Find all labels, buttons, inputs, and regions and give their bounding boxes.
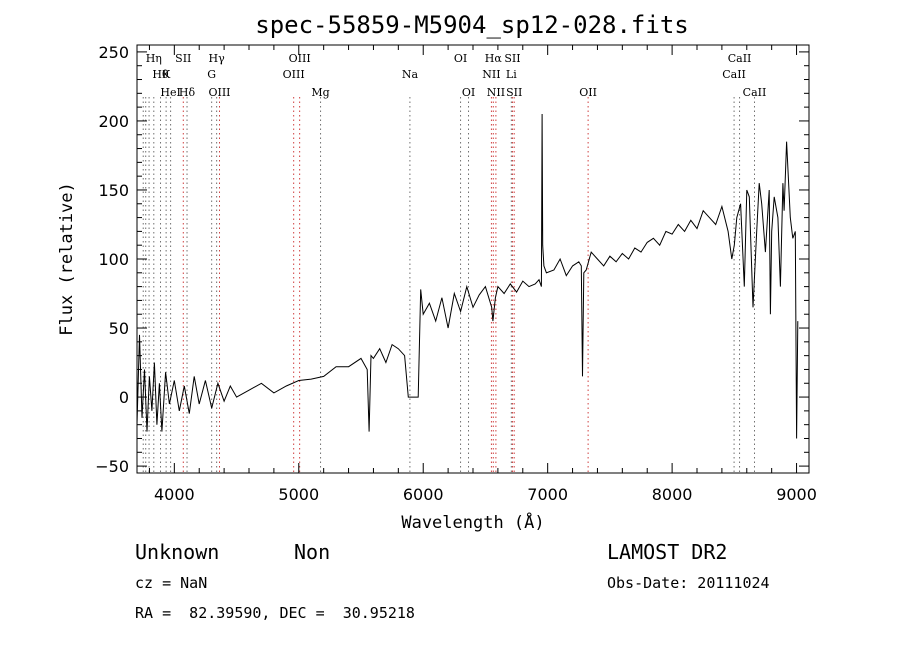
line-marker-label-4: Hθ <box>152 68 169 81</box>
line-marker-label-14: Mg <box>311 86 329 99</box>
classification-label: Unknown <box>135 540 220 564</box>
x-tick-label-0: 4000 <box>154 485 195 504</box>
line-marker-label-19: Hα <box>485 52 503 65</box>
line-marker-label-20: NII <box>487 86 505 99</box>
line-marker-label-3: Hη <box>146 52 162 65</box>
spectrum-trace <box>136 113 799 439</box>
line-marker-label-25: CaII <box>722 68 746 81</box>
coordinates: RA = 82.39590, DEC = 30.95218 <box>135 604 415 622</box>
spectral-line-markers: Hη HθK HeI SII Hδ G Hγ OIII OIII OIII Mg Na OI OI NII H… <box>142 52 767 473</box>
line-marker-label-10: Hγ <box>209 52 226 65</box>
subclass-label: Non <box>294 540 331 564</box>
y-tick-label-4: 150 <box>98 181 129 200</box>
line-marker-label-22: SII <box>504 52 520 65</box>
line-marker-label-12: OIII <box>283 68 305 81</box>
line-marker-label-8: Hδ <box>179 86 196 99</box>
line-marker-label-24: OII <box>579 86 597 99</box>
line-marker-label-21: Li <box>506 68 517 81</box>
x-tick-label-5: 9000 <box>776 485 817 504</box>
line-marker-label-7: SII <box>175 52 191 65</box>
y-tick-label-6: 250 <box>98 43 129 62</box>
y-axis-label: Flux (relative) <box>57 182 77 336</box>
line-marker-label-18: NII <box>482 68 500 81</box>
y-tick-label-0: −50 <box>95 457 129 476</box>
plot-frame <box>136 44 810 474</box>
line-marker-label-13: OIII <box>289 52 311 65</box>
y-tick-label-2: 50 <box>109 319 129 338</box>
chart-title: spec-55859-M5904_sp12-028.fits <box>255 11 688 39</box>
observation-date: Obs-Date: 20111024 <box>607 574 770 592</box>
x-tick-label-4: 8000 <box>652 485 693 504</box>
x-tick-label-3: 7000 <box>527 485 568 504</box>
line-marker-label-6: HeI <box>160 86 180 99</box>
line-marker-label-16: OI <box>454 52 467 65</box>
line-marker-label-9: G <box>207 68 216 81</box>
y-tick-label-5: 200 <box>98 112 129 131</box>
redshift-cz: cz = NaN <box>135 574 208 592</box>
x-axis-label: Wavelength (Å) <box>401 511 544 533</box>
line-marker-label-27: CaII <box>743 86 767 99</box>
line-marker-label-26: CaII <box>728 52 752 65</box>
axis-ticks: 4000 5000 6000 7000 8000 9000 −50 0 50 100 150 200 2… <box>95 43 817 504</box>
survey-label: LAMOST DR2 <box>607 540 728 564</box>
line-marker-label-11: OIII <box>208 86 230 99</box>
line-marker-label-5: K <box>162 68 171 81</box>
x-tick-label-2: 6000 <box>403 485 444 504</box>
line-marker-label-23: SII <box>506 86 522 99</box>
line-marker-label-17: OI <box>462 86 475 99</box>
x-tick-label-1: 5000 <box>278 485 319 504</box>
y-tick-label-3: 100 <box>98 250 129 269</box>
y-tick-label-1: 0 <box>119 388 129 407</box>
line-marker-label-15: Na <box>402 68 419 81</box>
